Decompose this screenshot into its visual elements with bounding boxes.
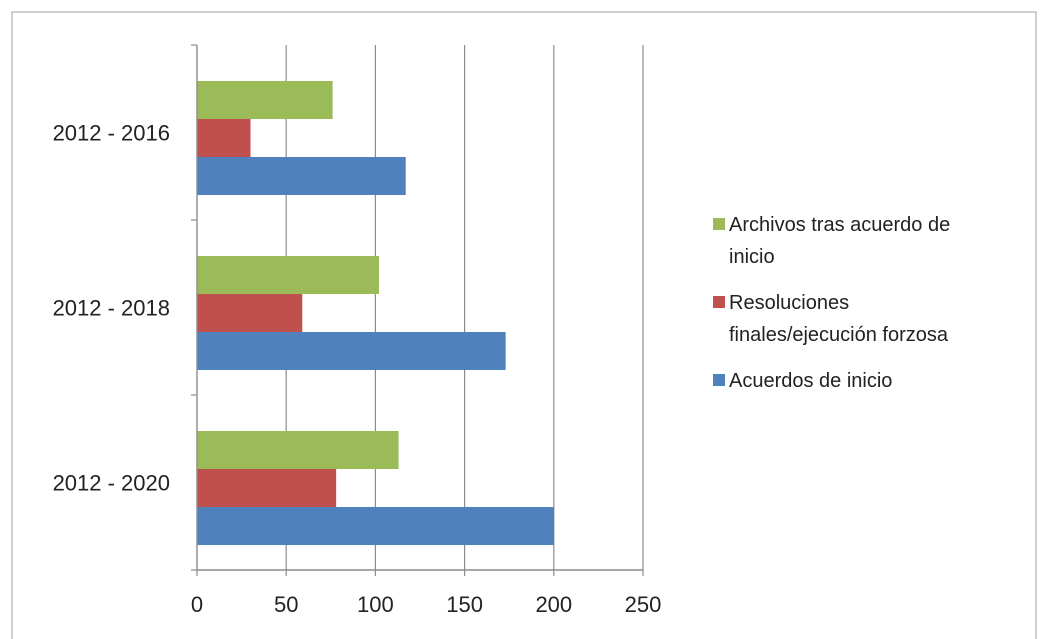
legend-label: Resoluciones	[729, 292, 849, 314]
bar	[197, 469, 337, 507]
x-tick-label: 0	[191, 592, 203, 617]
x-tick-label: 200	[535, 592, 572, 617]
legend-label: finales/ejecución forzosa	[729, 324, 949, 346]
x-tick-label: 150	[446, 592, 483, 617]
x-tick-label: 250	[625, 592, 662, 617]
bar	[197, 119, 251, 157]
legend-swatch	[713, 218, 725, 230]
legend: Archivos tras acuerdo de inicio Resolucion…	[713, 214, 950, 392]
bar	[197, 81, 333, 119]
x-tick-label: 100	[357, 592, 394, 617]
category-label: 2012 - 2018	[53, 296, 170, 321]
legend-label: Archivos tras acuerdo de	[729, 214, 950, 236]
bar	[197, 157, 406, 195]
bar	[197, 431, 399, 469]
category-label: 2012 - 2020	[53, 471, 170, 496]
bar	[197, 256, 379, 294]
bar	[197, 332, 506, 370]
legend-label: inicio	[729, 246, 775, 268]
x-tick-label: 50	[274, 592, 298, 617]
category-label: 2012 - 2016	[53, 121, 170, 146]
category-labels: 2012 - 2016 2012 - 2018 2012 - 2020	[53, 121, 170, 496]
legend-label: Acuerdos de inicio	[729, 370, 892, 392]
legend-swatch	[713, 296, 725, 308]
axes	[191, 44, 644, 576]
bar	[197, 507, 554, 545]
bar	[197, 294, 303, 332]
legend-item: Archivos tras acuerdo de inicio	[713, 214, 950, 268]
legend-swatch	[713, 374, 725, 386]
x-tick-labels: 0 50 100 150 200 250	[191, 592, 661, 617]
legend-item: Acuerdos de inicio	[713, 370, 892, 392]
bars	[197, 81, 554, 545]
legend-item: Resoluciones finales/ejecución forzosa	[713, 292, 949, 346]
